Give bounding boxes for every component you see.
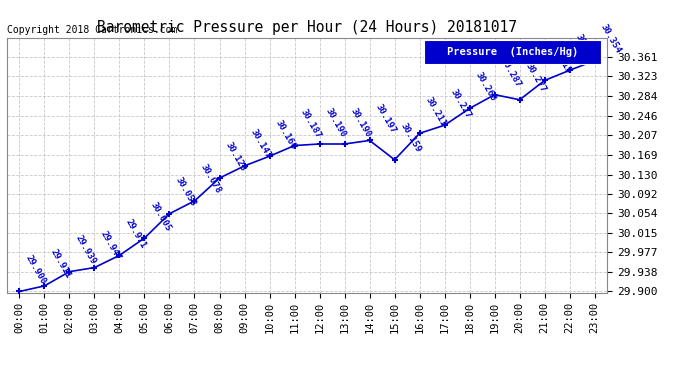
- Text: 30.159: 30.159: [399, 122, 423, 154]
- Text: 30.260: 30.260: [474, 70, 497, 103]
- Text: Copyright 2018 Cartronics.com: Copyright 2018 Cartronics.com: [7, 25, 177, 35]
- Text: 30.287: 30.287: [499, 57, 523, 89]
- Text: 29.900: 29.900: [23, 254, 48, 286]
- Text: 30.123: 30.123: [224, 140, 248, 172]
- Text: 29.911: 29.911: [48, 248, 72, 280]
- Text: 30.166: 30.166: [274, 118, 297, 151]
- Text: 30.190: 30.190: [324, 106, 348, 138]
- Text: 30.227: 30.227: [448, 87, 473, 120]
- Text: 30.078: 30.078: [199, 163, 223, 195]
- Text: 29.971: 29.971: [124, 217, 148, 250]
- Text: 29.947: 29.947: [99, 230, 123, 262]
- Text: 30.005: 30.005: [148, 200, 172, 232]
- Text: 30.187: 30.187: [299, 108, 323, 140]
- Text: 30.053: 30.053: [174, 176, 197, 208]
- Text: 30.335: 30.335: [574, 32, 598, 65]
- Text: 30.277: 30.277: [524, 62, 548, 94]
- Text: 30.354: 30.354: [599, 22, 623, 55]
- Text: 29.939: 29.939: [74, 234, 97, 266]
- Title: Barometric Pressure per Hour (24 Hours) 20181017: Barometric Pressure per Hour (24 Hours) …: [97, 20, 517, 35]
- Text: 30.147: 30.147: [248, 128, 273, 160]
- Text: 30.211: 30.211: [424, 95, 448, 128]
- Text: 30.197: 30.197: [374, 102, 397, 135]
- Text: 30.190: 30.190: [348, 106, 373, 138]
- Text: 30.315: 30.315: [549, 42, 573, 75]
